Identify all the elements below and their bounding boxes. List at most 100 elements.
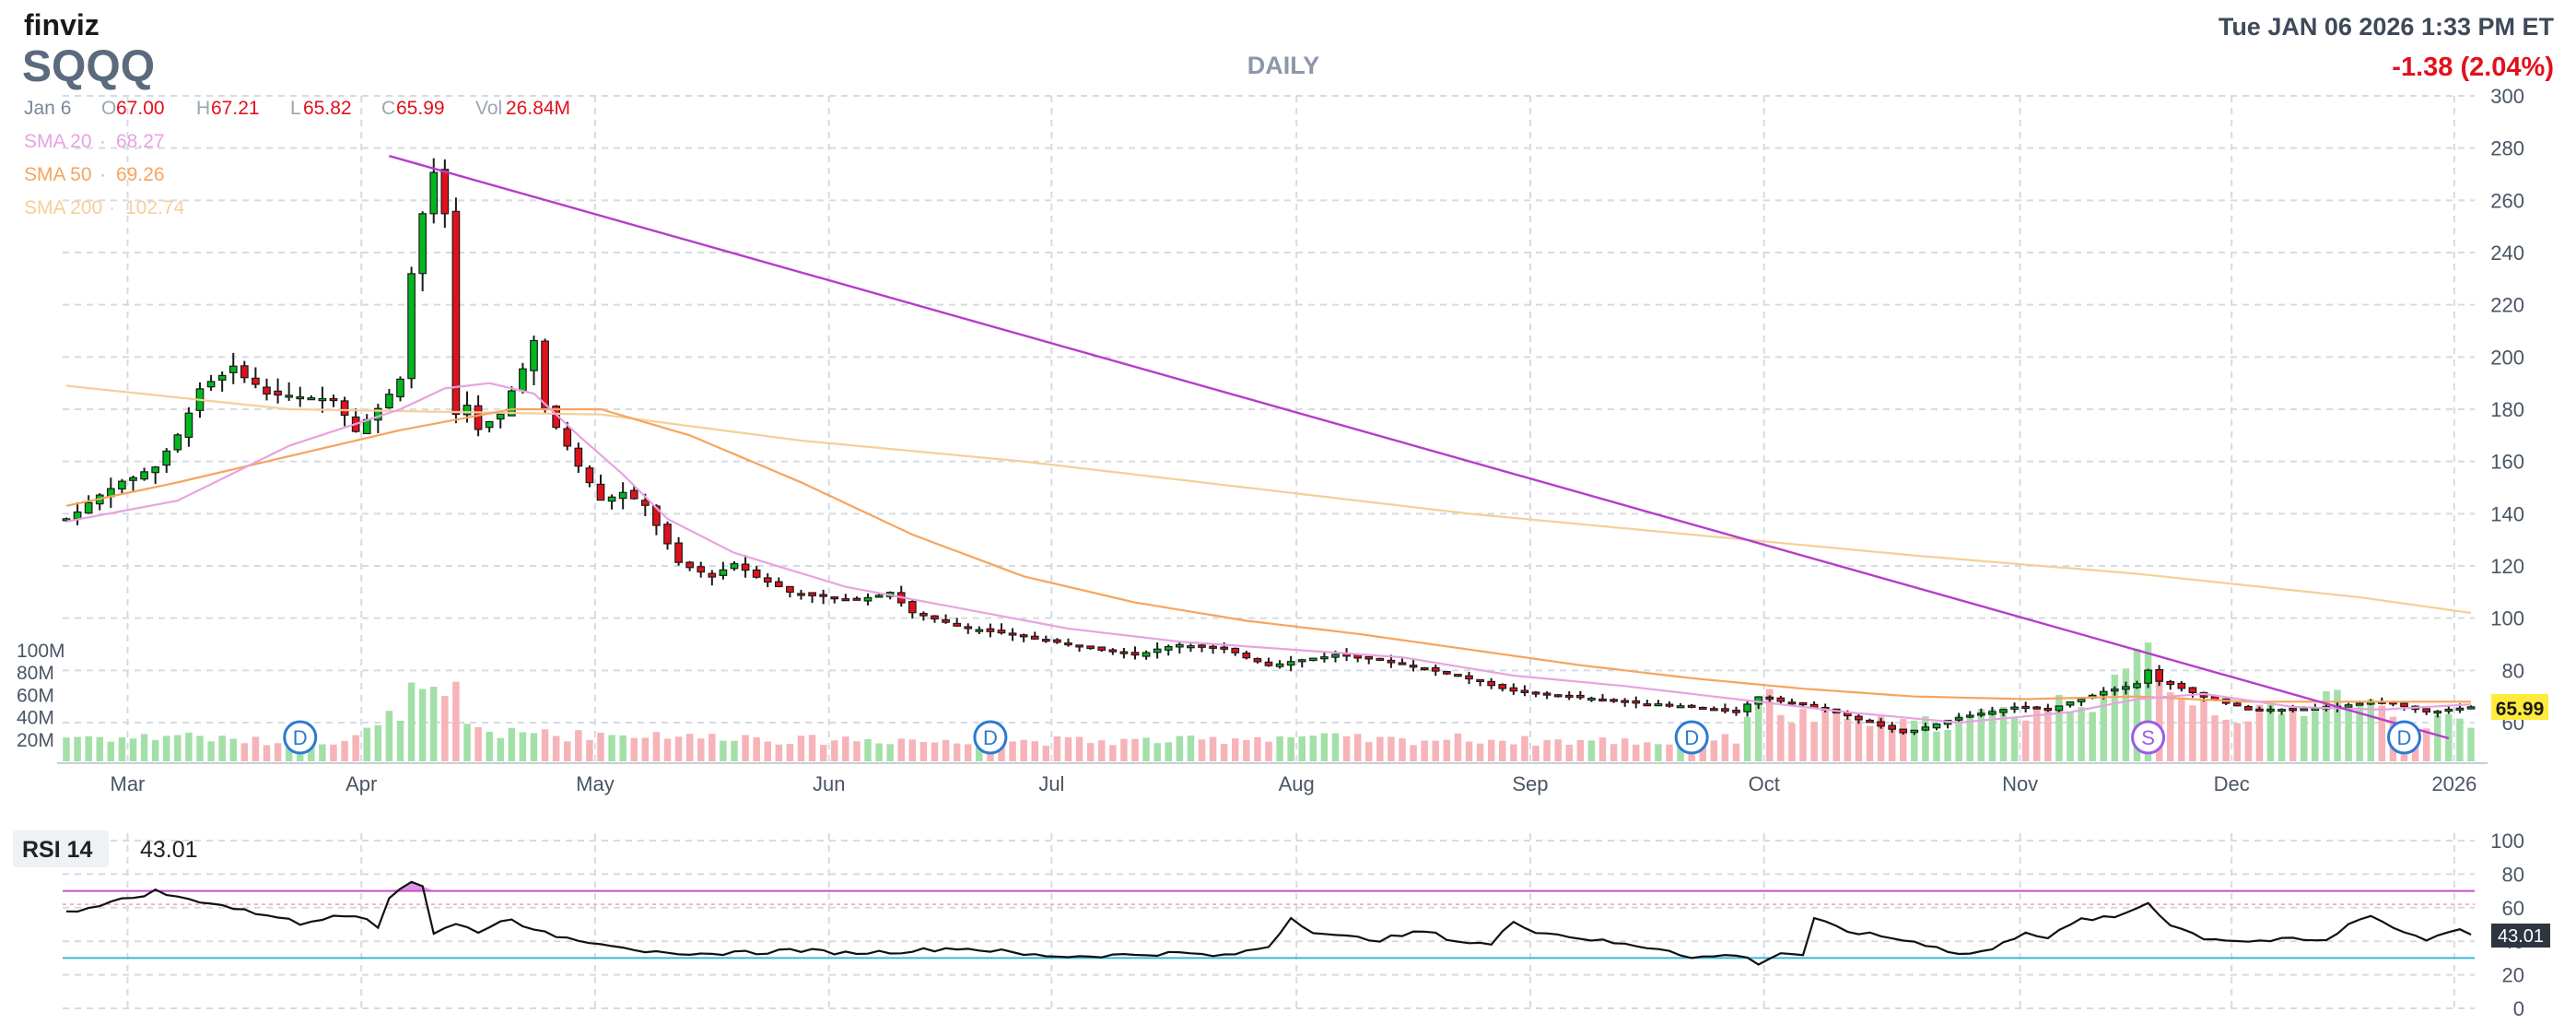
candle-body (1587, 697, 1596, 701)
candle-body (852, 597, 861, 601)
trendline-drawing[interactable] (389, 155, 2450, 740)
volume-bar (118, 737, 126, 761)
sma200-value: 102.74 (125, 197, 185, 218)
volume-bar (1086, 743, 1095, 761)
volume-bar (1911, 720, 1918, 761)
close-value: 65.99 (396, 98, 445, 119)
candle-body (162, 450, 171, 466)
candle-body (329, 397, 338, 402)
volume-bar (1666, 744, 1673, 761)
volume-bar (619, 735, 626, 761)
volume-bar (497, 737, 504, 761)
candle-body (1698, 706, 1707, 711)
volume-bar (720, 740, 727, 761)
chart-grid (57, 95, 2488, 1010)
volume-bar (1732, 743, 1740, 761)
candle-body (1387, 659, 1396, 664)
volume-bar (1198, 739, 1206, 761)
sma20-label: SMA 20 (24, 131, 92, 152)
volume-bar (2356, 702, 2363, 761)
volume-bar (1254, 736, 1261, 761)
volume-bar (163, 736, 170, 761)
volume-bar (2312, 711, 2319, 761)
volume-bar (274, 743, 282, 761)
volume-bar (2266, 702, 2275, 761)
volume-bar (508, 727, 516, 761)
dividend-marker[interactable] (2387, 720, 2421, 755)
candle-body (451, 210, 461, 416)
volume-bar (1944, 729, 1951, 761)
dividend-marker[interactable] (973, 720, 1008, 755)
dividend-marker[interactable] (1674, 720, 1709, 755)
volume-bar (63, 737, 70, 761)
volume-bar (1766, 689, 1774, 761)
volume-bar (1176, 736, 1184, 761)
rsi-tag-value: 43.01 (2498, 926, 2544, 947)
volume-bar (663, 738, 672, 761)
volume-bar (1053, 736, 1061, 761)
candle-body (1286, 661, 1295, 666)
rsi-line (65, 880, 2472, 966)
volume-bar (1410, 745, 1417, 761)
candle-body (429, 171, 439, 215)
volume-bar (2222, 719, 2230, 761)
candle-body (1297, 659, 1306, 663)
candle-body (997, 630, 1006, 634)
volume-bar (1098, 740, 1106, 761)
volume-bar (2467, 727, 2475, 761)
volume-bar (2122, 668, 2130, 761)
split-marker[interactable] (2131, 720, 2166, 755)
volume-bar (697, 738, 705, 761)
candle-body (118, 480, 126, 490)
datetime-label: Tue JAN 06 2026 1:33 PM ET (2219, 13, 2555, 41)
dividend-marker[interactable] (283, 720, 318, 755)
volume-bar (819, 745, 827, 761)
price-tick-label: 260 (2490, 189, 2524, 212)
ticker-symbol: SQQQ (22, 42, 155, 91)
candle-body (1976, 712, 1985, 716)
volume-bar (374, 724, 382, 761)
trendline[interactable] (389, 155, 2450, 740)
volume-bars (63, 642, 2475, 761)
volume-bar (942, 739, 950, 761)
candle-body (1487, 680, 1496, 687)
volume-bar (1388, 736, 1395, 761)
candle-body (2444, 708, 2453, 712)
candle-body (307, 397, 316, 401)
candle-body (942, 618, 950, 623)
volume-bar (2189, 705, 2196, 761)
candle-body (1053, 639, 1061, 643)
candle-body (1787, 701, 1797, 705)
candle-body (263, 386, 271, 395)
volume-bar (308, 745, 315, 761)
last-price-value: 65.99 (2496, 699, 2545, 720)
volume-bar (1465, 741, 1473, 761)
candle-body (485, 420, 494, 429)
candle-body (663, 524, 672, 545)
volume-bar (252, 736, 260, 761)
high-label: H (196, 98, 210, 119)
low-value: 65.82 (303, 98, 352, 119)
finviz-logo[interactable]: finviz (24, 8, 100, 41)
period-label[interactable]: DAILY (1247, 52, 1320, 79)
volume-bar (1009, 741, 1016, 761)
sma20-line (65, 382, 2472, 724)
volume-bar (786, 744, 794, 761)
ohlc-date: Jan 6 (24, 98, 71, 119)
candle-body (2122, 686, 2130, 690)
candle-body (73, 511, 82, 520)
ohlc-readout: Jan 6 O 67.00 H 67.21 L 65.82 C 65.99 Vo… (24, 98, 570, 119)
price-tick-label: 180 (2490, 398, 2524, 421)
candle-body (841, 598, 850, 602)
month-tick-label: Sep (1512, 772, 1548, 795)
candle-body (1153, 648, 1162, 653)
candle-body (1275, 663, 1284, 667)
volume-bar (1721, 734, 1729, 761)
candle-body (1398, 662, 1407, 665)
volume-bar (2211, 715, 2219, 761)
volume-bar (407, 682, 416, 761)
sma200-line (65, 384, 2472, 615)
candle-body (2300, 708, 2309, 712)
